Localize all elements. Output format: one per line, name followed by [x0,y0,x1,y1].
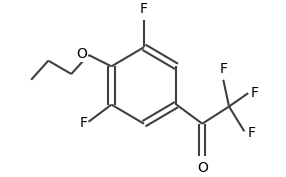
Text: F: F [140,2,148,16]
Text: F: F [219,62,227,76]
Text: F: F [80,116,88,130]
Text: O: O [77,47,88,61]
Text: O: O [197,161,208,175]
Text: F: F [251,86,259,100]
Text: F: F [247,126,255,140]
